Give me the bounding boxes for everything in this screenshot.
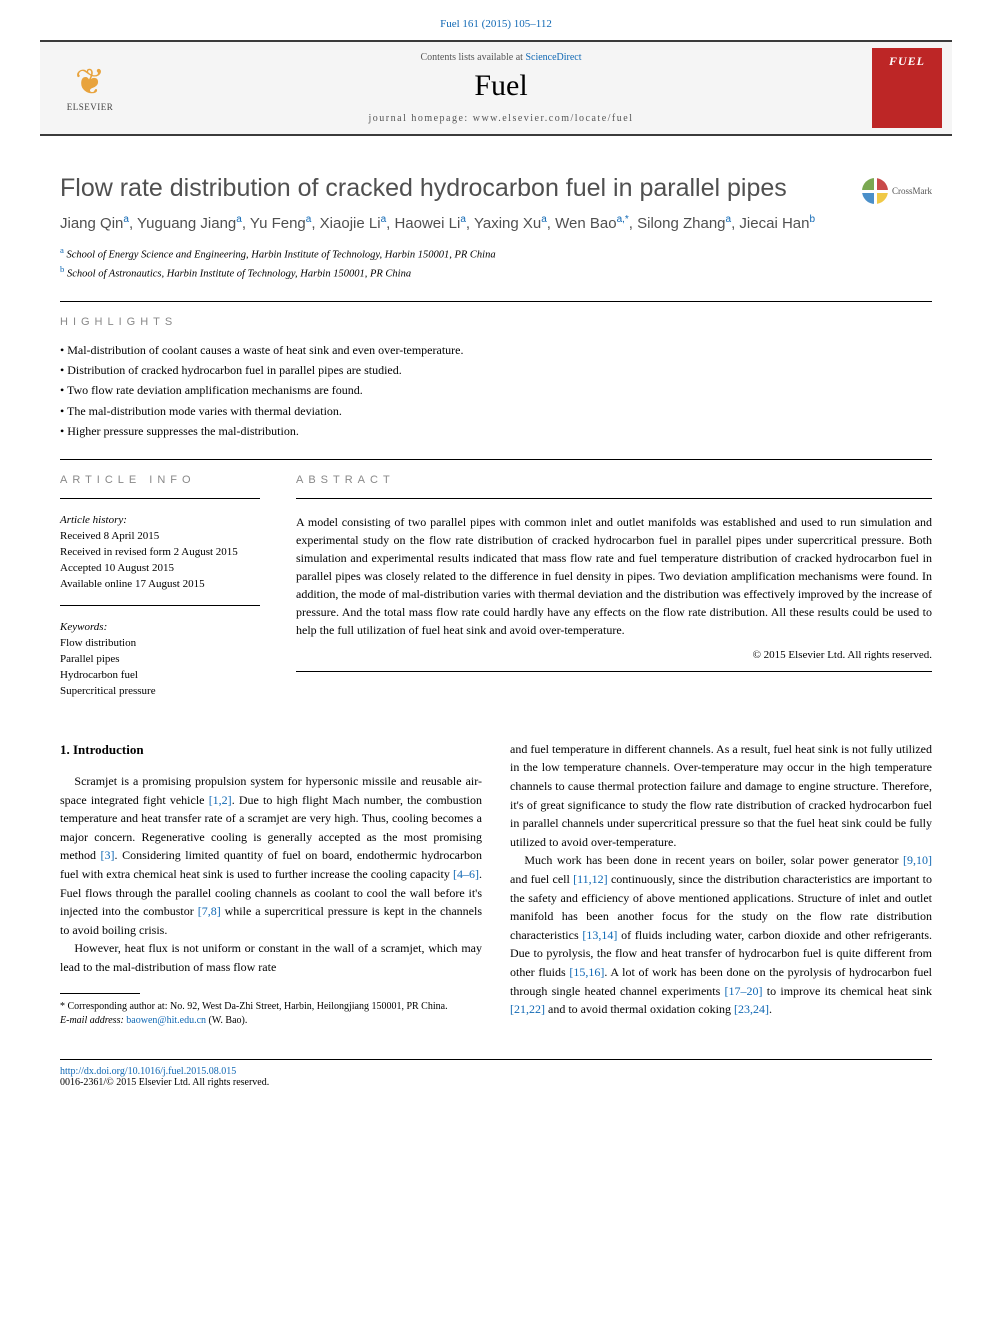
email-link[interactable]: baowen@hit.edu.cn — [126, 1015, 206, 1026]
abstract-copyright: © 2015 Elsevier Ltd. All rights reserved… — [296, 649, 932, 661]
affil-ref[interactable]: a — [123, 214, 129, 225]
highlight-item: Mal-distribution of coolant causes a was… — [60, 340, 932, 360]
highlight-item: Distribution of cracked hydrocarbon fuel… — [60, 360, 932, 380]
ref-link[interactable]: [3] — [101, 848, 115, 862]
journal-cover: FUEL — [872, 48, 942, 128]
doi-link[interactable]: http://dx.doi.org/10.1016/j.fuel.2015.08… — [60, 1066, 236, 1077]
divider — [60, 459, 932, 460]
affil-ref[interactable]: b — [809, 214, 815, 225]
email-footnote: E-mail address: baowen@hit.edu.cn (W. Ba… — [60, 1014, 482, 1029]
corresponding-author: * Corresponding author at: No. 92, West … — [60, 1000, 482, 1015]
article-info-label: ARTICLE INFO — [60, 474, 260, 486]
history-line: Available online 17 August 2015 — [60, 577, 260, 593]
page-footer: http://dx.doi.org/10.1016/j.fuel.2015.08… — [60, 1059, 932, 1114]
citation-link[interactable]: Fuel 161 (2015) 105–112 — [440, 18, 552, 30]
history-label: Article history: — [60, 513, 260, 529]
abstract-label: ABSTRACT — [296, 474, 932, 486]
ref-link[interactable]: [17–20] — [725, 984, 763, 998]
left-column: 1. Introduction Scramjet is a promising … — [60, 740, 482, 1029]
intro-p2: However, heat flux is not uniform or con… — [60, 939, 482, 976]
abstract-text: A model consisting of two parallel pipes… — [296, 513, 932, 639]
ref-link[interactable]: [4–6] — [453, 867, 479, 881]
ref-link[interactable]: [13,14] — [582, 928, 617, 942]
affil-ref[interactable]: a — [306, 214, 312, 225]
highlight-item: Higher pressure suppresses the mal-distr… — [60, 421, 932, 441]
affil-ref[interactable]: a — [541, 214, 547, 225]
article-title: Flow rate distribution of cracked hydroc… — [60, 174, 842, 203]
affil-ref[interactable]: a — [460, 214, 466, 225]
keyword: Flow distribution — [60, 636, 260, 652]
right-column: and fuel temperature in different channe… — [510, 740, 932, 1029]
crossmark-badge[interactable]: CrossMark — [862, 178, 932, 204]
affiliation-b: School of Astronautics, Harbin Institute… — [67, 269, 411, 280]
affil-ref[interactable]: a — [236, 214, 242, 225]
intro-p1: Scramjet is a promising propulsion syste… — [60, 772, 482, 939]
ref-link[interactable]: [23,24] — [734, 1002, 769, 1016]
affiliation-a: School of Energy Science and Engineering… — [67, 250, 496, 261]
keyword: Supercritical pressure — [60, 684, 260, 700]
highlights-list: Mal-distribution of coolant causes a was… — [60, 340, 932, 442]
intro-p3: and fuel temperature in different channe… — [510, 740, 932, 852]
article-history: Article history: Received 8 April 2015Re… — [60, 513, 260, 593]
journal-name: Fuel — [130, 69, 872, 103]
highlight-item: Two flow rate deviation amplification me… — [60, 380, 932, 400]
body-columns: 1. Introduction Scramjet is a promising … — [60, 740, 932, 1029]
keyword: Hydrocarbon fuel — [60, 668, 260, 684]
journal-homepage: journal homepage: www.elsevier.com/locat… — [130, 113, 872, 124]
journal-header: ❦ ELSEVIER Contents lists available at S… — [40, 40, 952, 136]
keywords-block: Keywords: Flow distributionParallel pipe… — [60, 620, 260, 700]
top-citation: Fuel 161 (2015) 105–112 — [0, 0, 992, 40]
ref-link[interactable]: [1,2] — [209, 793, 232, 807]
ref-link[interactable]: [15,16] — [569, 965, 604, 979]
divider — [60, 301, 932, 302]
ref-link[interactable]: [9,10] — [903, 853, 932, 867]
contents-available: Contents lists available at ScienceDirec… — [130, 52, 872, 63]
section-heading: 1. Introduction — [60, 740, 482, 760]
history-line: Received in revised form 2 August 2015 — [60, 545, 260, 561]
elsevier-tree-icon: ❦ — [75, 64, 105, 100]
keyword: Parallel pipes — [60, 652, 260, 668]
issn-copyright: 0016-2361/© 2015 Elsevier Ltd. All right… — [60, 1077, 269, 1088]
affil-ref[interactable]: a,* — [617, 214, 629, 225]
ref-link[interactable]: [7,8] — [198, 904, 221, 918]
publisher-logo: ❦ ELSEVIER — [50, 48, 130, 128]
keywords-label: Keywords: — [60, 620, 260, 636]
highlights-label: HIGHLIGHTS — [60, 316, 932, 328]
affiliations: a School of Energy Science and Engineeri… — [60, 244, 932, 283]
highlight-item: The mal-distribution mode varies with th… — [60, 401, 932, 421]
crossmark-icon — [862, 178, 888, 204]
publisher-name: ELSEVIER — [67, 102, 114, 112]
history-line: Received 8 April 2015 — [60, 529, 260, 545]
ref-link[interactable]: [11,12] — [573, 872, 608, 886]
highlights-section: HIGHLIGHTS Mal-distribution of coolant c… — [60, 316, 932, 442]
ref-link[interactable]: [21,22] — [510, 1002, 545, 1016]
article-info-column: ARTICLE INFO Article history: Received 8… — [60, 474, 260, 699]
affil-ref[interactable]: a — [381, 214, 387, 225]
author-list: Jiang Qina, Yuguang Jianga, Yu Fenga, Xi… — [60, 214, 932, 232]
abstract-column: ABSTRACT A model consisting of two paral… — [296, 474, 932, 699]
cover-title: FUEL — [889, 54, 925, 69]
header-center: Contents lists available at ScienceDirec… — [130, 52, 872, 124]
crossmark-label: CrossMark — [892, 186, 932, 196]
sciencedirect-link[interactable]: ScienceDirect — [525, 52, 581, 63]
intro-p4: Much work has been done in recent years … — [510, 851, 932, 1018]
footnote-rule — [60, 993, 140, 994]
history-line: Accepted 10 August 2015 — [60, 561, 260, 577]
affil-ref[interactable]: a — [726, 214, 732, 225]
